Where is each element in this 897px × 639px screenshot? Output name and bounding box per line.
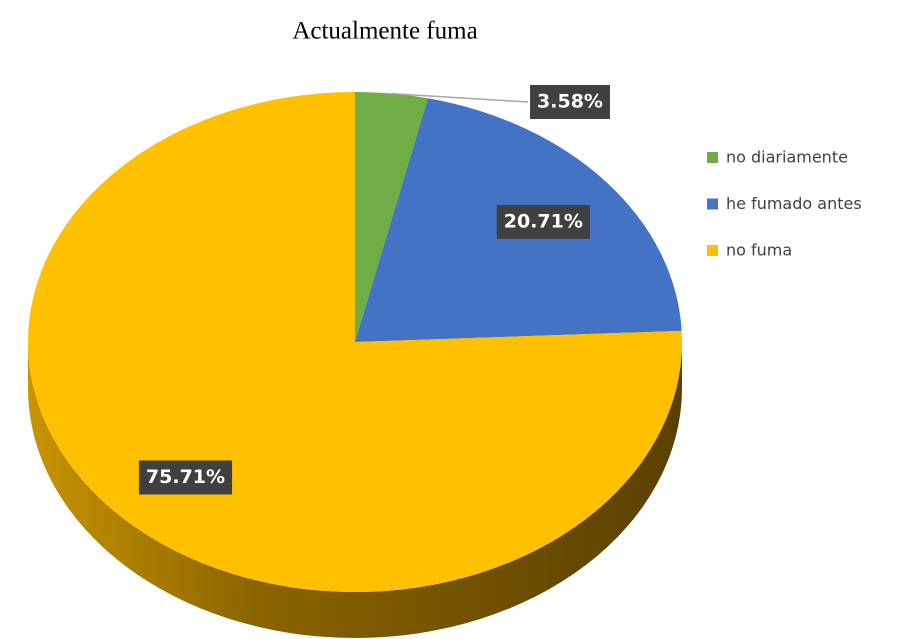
chart-title: Actualmente fuma [292,18,477,45]
data-label: 75.71% [138,460,233,495]
legend-label: no diariamente [726,148,848,167]
pie-slice [355,92,428,342]
label-bg [138,460,233,495]
value-label: 3.58% [537,91,603,113]
value-label: 75.71% [146,466,225,488]
label-bg [496,204,590,239]
legend-label: no fuma [726,241,792,260]
legend-swatch [707,152,718,163]
pie-side [28,342,682,638]
data-label: 20.71% [496,204,590,239]
legend-swatch [707,245,718,256]
legend-label: he fumado antes [726,194,862,213]
data-label: 3.58% [530,85,610,119]
value-label: 20.71% [504,210,583,232]
leader-line [391,92,529,103]
label-bg [530,85,610,119]
legend-swatch [707,198,718,210]
